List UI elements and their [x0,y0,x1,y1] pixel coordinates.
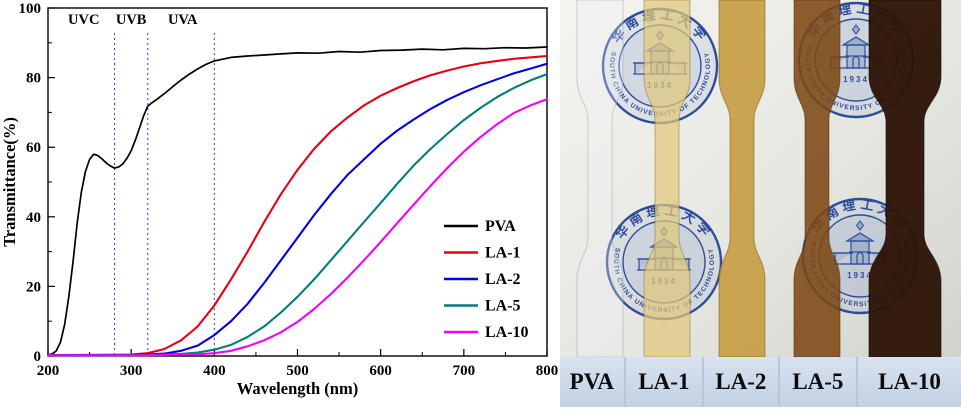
sample-label-la-2: LA-2 [704,357,778,407]
film-strip-la-1 [643,0,691,357]
plot-frame [47,7,548,357]
sample-label-la-5: LA-5 [779,357,857,407]
legend-item-la-1: LA-1 [485,245,521,262]
series-la-2 [46,62,549,357]
y-tick-label-80: 80 [26,71,41,87]
x-axis-title: Wavelength (nm) [237,379,358,398]
sample-photo-panel: 华南理工大学 SOUTH CHINA UNIVERSITY OF TECHNOL… [560,0,961,407]
series-pva [47,46,548,356]
sample-label-pva: PVA [560,357,624,407]
film-strip-la-10 [868,0,942,357]
film-strip-la-2 [718,0,766,357]
x-tick-label-800: 800 [536,363,559,379]
y-tick-label-40: 40 [26,210,41,226]
legend-item-la-10: LA-10 [485,324,529,341]
uv-region-label-uvc: UVC [68,12,99,28]
film-strip-pva [576,0,624,357]
series-la-1 [46,54,549,357]
transmittance-chart: UVC UVB UVA 200 300 400 500 600 700 800 0 20 40 60 80 1… [0,1,559,398]
y-tick-label-60: 60 [26,140,41,156]
legend-item-la-2: LA-2 [485,271,521,288]
y-tick-label-100: 100 [19,1,42,17]
legend-item-pva: PVA [485,218,516,235]
x-tick-label-500: 500 [286,363,309,379]
uv-region-label-uvb: UVB [116,12,147,28]
y-tick-label-20: 20 [26,279,41,295]
series-la-10 [46,98,549,357]
film-strip-la-5 [793,0,841,357]
y-axis-title: Transmittance(%) [0,117,19,247]
sample-photo: 华南理工大学 SOUTH CHINA UNIVERSITY OF TECHNOL… [560,0,961,357]
uv-region-label-uva: UVA [168,12,198,28]
x-tick-label-200: 200 [37,363,60,379]
x-tick-label-700: 700 [453,363,476,379]
sample-label-la-10: LA-10 [858,357,961,407]
transmittance-chart-panel: UVC UVB UVA 200 300 400 500 600 700 800 0 20 40 60 80 1… [0,1,559,398]
sample-label-bar: PVA LA-1 LA-2 LA-5 LA-10 [560,357,961,407]
x-tick-label-600: 600 [369,363,392,379]
x-tick-label-300: 300 [120,363,143,379]
sample-label-la-1: LA-1 [625,357,703,407]
series-la-5 [46,73,549,357]
y-tick-label-0: 0 [34,349,42,365]
legend-item-la-5: LA-5 [485,298,521,315]
x-tick-label-400: 400 [203,363,226,379]
